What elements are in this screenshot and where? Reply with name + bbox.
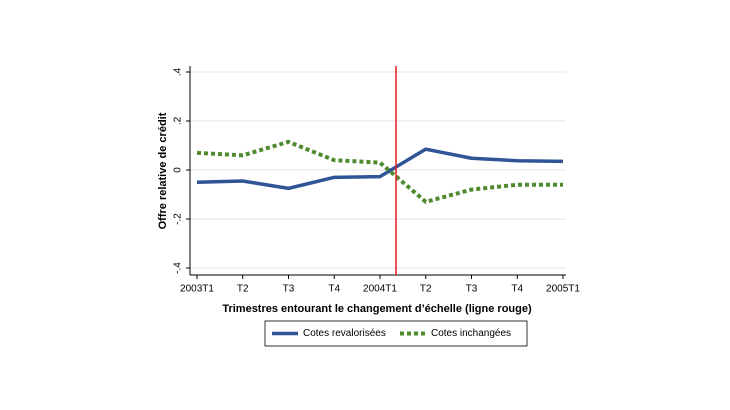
legend-label: Cotes inchangées (431, 328, 511, 339)
y-tick-label: -.2 (173, 213, 184, 225)
series-line (196, 147, 564, 191)
x-tick-label: 2004T1 (363, 284, 397, 295)
y-axis-label: Offre relative de crédit (157, 112, 169, 229)
x-tick-label: T2 (237, 284, 249, 295)
y-tick-label: .4 (173, 67, 184, 76)
y-tick-label: .2 (173, 116, 184, 125)
y-tick-label: -.4 (173, 262, 184, 274)
x-tick-label: T3 (283, 284, 295, 295)
y-tick-label: 0 (173, 167, 184, 173)
x-tick-label: T4 (511, 284, 523, 295)
legend-label: Cotes revalorisées (303, 328, 386, 339)
x-tick-label: T4 (328, 284, 340, 295)
x-axis-label: Trimestres entourant le changement d’éch… (222, 303, 532, 315)
x-tick-label: T3 (466, 284, 478, 295)
x-tick-label: 2003T1 (180, 284, 214, 295)
x-tick-label: 2005T1 (546, 284, 580, 295)
x-tick-label: T2 (420, 284, 432, 295)
legend (264, 320, 528, 347)
